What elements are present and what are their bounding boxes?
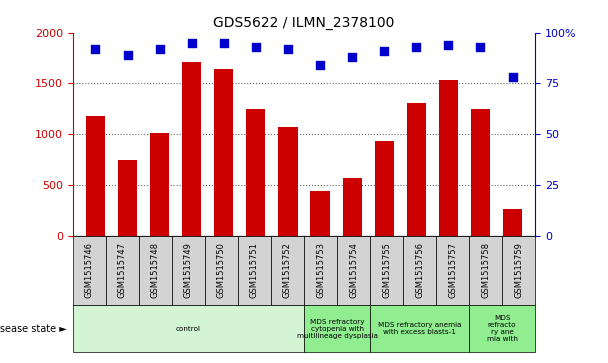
- Bar: [469, 305, 535, 352]
- Bar: [471, 109, 490, 236]
- Point: [347, 54, 357, 60]
- Point: [154, 46, 164, 52]
- Bar: [73, 236, 106, 305]
- Bar: [150, 133, 169, 236]
- Text: MDS refractory
cytopenia with
multilineage dysplasia: MDS refractory cytopenia with multilinea…: [297, 318, 378, 339]
- Text: GSM1515757: GSM1515757: [448, 242, 457, 298]
- Bar: [214, 69, 233, 236]
- Point: [251, 44, 261, 50]
- Text: GSM1515751: GSM1515751: [250, 242, 259, 298]
- Bar: [375, 141, 394, 236]
- Bar: [238, 236, 271, 305]
- Text: GSM1515754: GSM1515754: [349, 242, 358, 298]
- Text: disease state ►: disease state ►: [0, 323, 67, 334]
- Text: GSM1515752: GSM1515752: [283, 242, 292, 298]
- Text: GSM1515756: GSM1515756: [415, 242, 424, 298]
- Bar: [271, 236, 304, 305]
- Text: MDS
refracto
ry ane
mia with: MDS refracto ry ane mia with: [486, 315, 517, 342]
- Bar: [86, 116, 105, 236]
- Point: [379, 48, 389, 54]
- Point: [283, 46, 293, 52]
- Bar: [337, 236, 370, 305]
- Text: GSM1515749: GSM1515749: [184, 242, 193, 298]
- Point: [412, 44, 421, 50]
- Text: GSM1515750: GSM1515750: [217, 242, 226, 298]
- Bar: [73, 305, 304, 352]
- Text: GSM1515753: GSM1515753: [316, 242, 325, 298]
- Title: GDS5622 / ILMN_2378100: GDS5622 / ILMN_2378100: [213, 16, 395, 30]
- Point: [315, 62, 325, 68]
- Bar: [342, 178, 362, 236]
- Bar: [278, 127, 297, 236]
- Bar: [106, 236, 139, 305]
- Bar: [246, 109, 266, 236]
- Bar: [370, 305, 469, 352]
- Point: [508, 74, 517, 80]
- Text: GSM1515748: GSM1515748: [151, 242, 160, 298]
- Text: MDS refractory anemia
with excess blasts-1: MDS refractory anemia with excess blasts…: [378, 322, 461, 335]
- Bar: [205, 236, 238, 305]
- Bar: [436, 236, 469, 305]
- Bar: [403, 236, 436, 305]
- Point: [475, 44, 485, 50]
- Point: [443, 42, 453, 48]
- Bar: [370, 236, 403, 305]
- Bar: [172, 236, 205, 305]
- Bar: [118, 160, 137, 236]
- Bar: [469, 236, 502, 305]
- Text: GSM1515747: GSM1515747: [118, 242, 127, 298]
- Bar: [304, 305, 370, 352]
- Text: GSM1515755: GSM1515755: [382, 242, 391, 298]
- Bar: [304, 236, 337, 305]
- Bar: [139, 236, 172, 305]
- Text: GSM1515759: GSM1515759: [514, 242, 523, 298]
- Point: [187, 40, 196, 46]
- Bar: [503, 208, 522, 236]
- Bar: [502, 236, 535, 305]
- Text: GSM1515746: GSM1515746: [85, 242, 94, 298]
- Point: [219, 40, 229, 46]
- Bar: [407, 103, 426, 236]
- Point: [123, 52, 133, 58]
- Bar: [439, 80, 458, 236]
- Bar: [182, 62, 201, 236]
- Text: control: control: [176, 326, 201, 331]
- Text: GSM1515758: GSM1515758: [481, 242, 490, 298]
- Point: [91, 46, 100, 52]
- Bar: [311, 191, 330, 236]
